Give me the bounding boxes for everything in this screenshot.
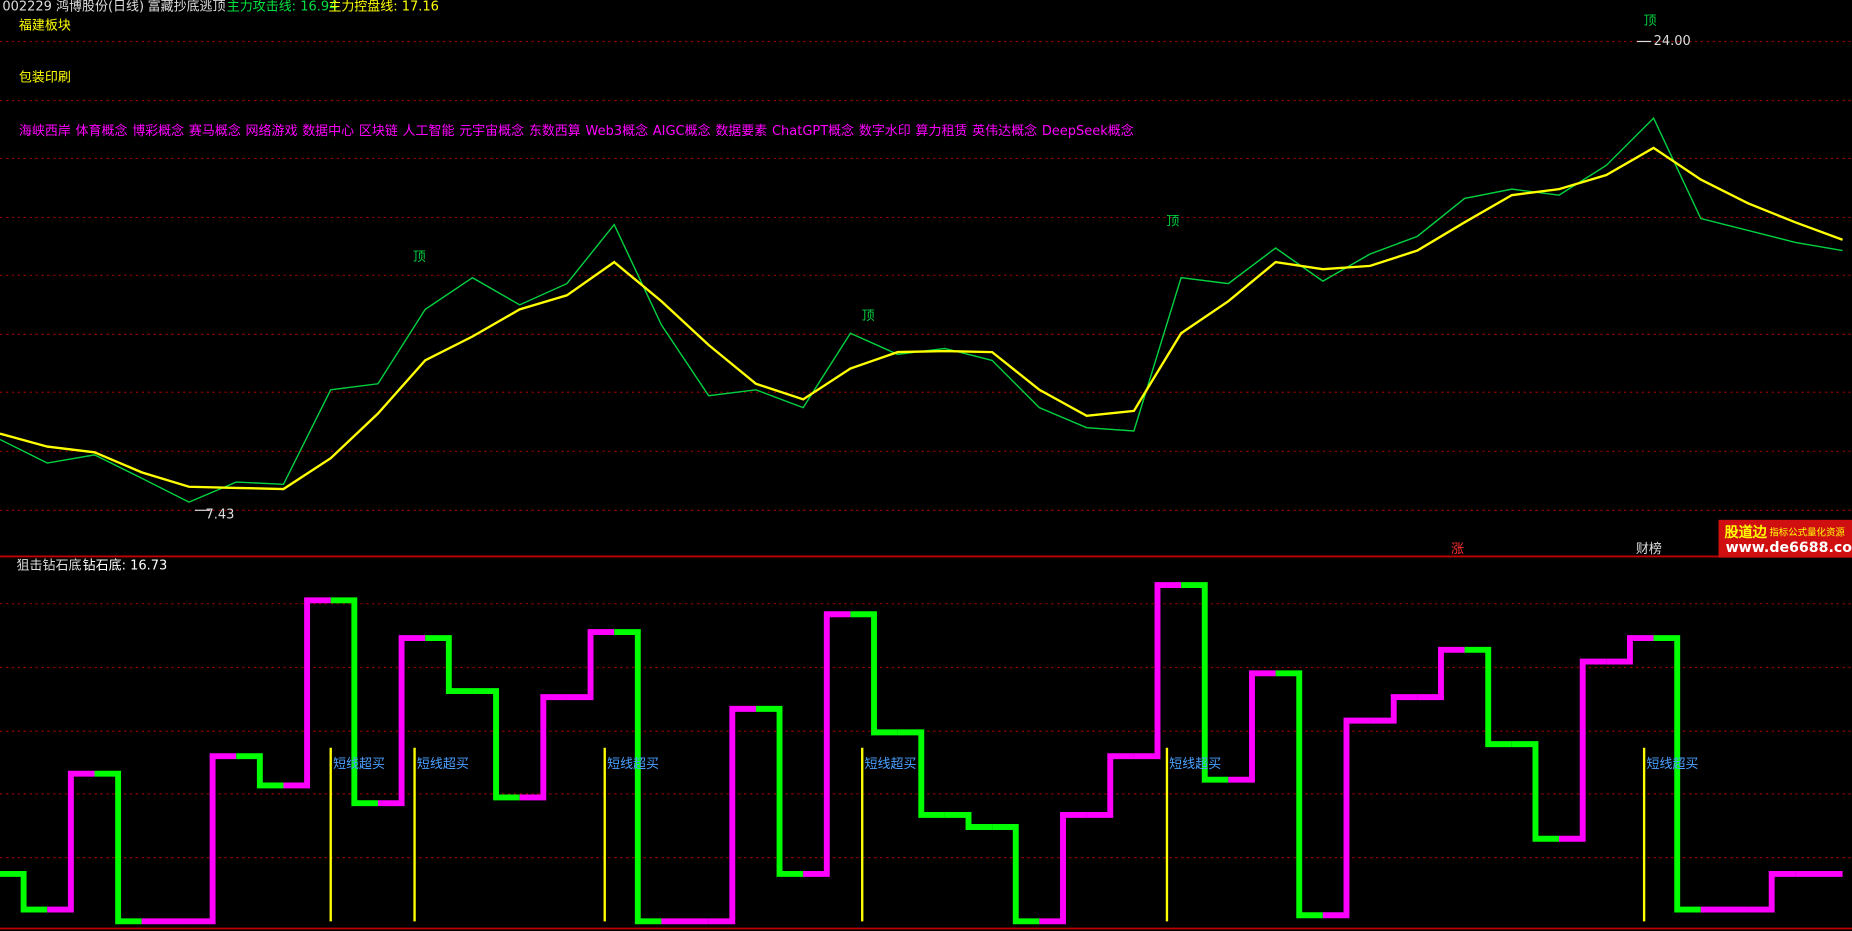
concept: 人工智能 xyxy=(403,124,455,139)
oscillator-step xyxy=(1086,753,1134,818)
concept: AIGC概念 xyxy=(653,123,711,139)
oscillator-step xyxy=(755,705,804,877)
legend-control: 主力控盘线: 17.16 xyxy=(328,0,439,15)
oscillator-step xyxy=(283,597,331,789)
concept: 数字水印 xyxy=(859,124,911,139)
event-mark: 顶 xyxy=(413,250,426,265)
signal-label: 短线超买 xyxy=(333,757,385,772)
concept: DeepSeek概念 xyxy=(1042,123,1134,139)
oscillator-step xyxy=(377,635,426,807)
oscillator-step xyxy=(1417,646,1465,701)
oscillator-step xyxy=(1606,635,1654,665)
concept: 算力租赁 xyxy=(916,124,968,139)
oscillator-step xyxy=(425,635,473,695)
top-grid xyxy=(0,40,1852,511)
oscillator-step xyxy=(1228,670,1276,783)
sector: 福建板块 xyxy=(19,19,71,34)
indicator-name[interactable]: 富藏抄底逃顶 xyxy=(148,0,226,15)
event-mark: 顶 xyxy=(1166,215,1179,230)
event-mark: 顶 xyxy=(862,309,875,324)
oscillator-step xyxy=(519,694,567,801)
oscillator-step xyxy=(1653,635,1701,913)
oscillator-step xyxy=(0,871,48,913)
stock-title[interactable]: 002229 鸿博股份(日线) xyxy=(2,0,144,15)
oscillator-step xyxy=(1322,717,1371,919)
oscillator-step xyxy=(188,753,237,925)
event-mark: 涨 xyxy=(1451,542,1464,557)
concept: 数据中心 xyxy=(302,124,354,139)
concept: ChatGPT概念 xyxy=(772,123,854,139)
concept: 博彩概念 xyxy=(132,123,184,139)
concept: 海峡西岸 xyxy=(19,124,71,139)
signal-label: 短线超买 xyxy=(1169,757,1221,772)
legend-attack: 主力攻击线: 16.94 xyxy=(227,0,338,15)
oscillator-step xyxy=(614,629,662,925)
oscillator-step xyxy=(992,824,1040,925)
concept: 英伟达概念 xyxy=(972,123,1037,139)
oscillator-step xyxy=(850,611,898,736)
oscillator-step xyxy=(1133,582,1182,760)
concept: 区块链 xyxy=(359,124,398,139)
oscillator-step xyxy=(330,597,378,807)
event-mark: 财榜 xyxy=(1636,541,1662,557)
industry: 包装印刷 xyxy=(19,71,71,86)
oscillator-step xyxy=(236,753,284,789)
watermark-brand: 股道边 xyxy=(1724,524,1767,541)
oscillator-step xyxy=(1181,582,1229,783)
oscillator-step xyxy=(897,729,945,818)
oscillator-step xyxy=(566,629,615,701)
watermark-url: www.de6688.com xyxy=(1726,540,1852,556)
oscillator-step xyxy=(803,611,851,877)
concept: 东数西算 xyxy=(529,124,581,139)
watermark-box xyxy=(1718,519,1852,558)
concept: 赛马概念 xyxy=(189,123,241,139)
high-label: 24.00 xyxy=(1654,34,1691,49)
sub-legend: 钻石底: 16.73 xyxy=(83,557,168,573)
signal-label: 短线超买 xyxy=(1646,757,1698,772)
oscillator-step xyxy=(94,770,142,925)
signal-label: 短线超买 xyxy=(865,757,917,772)
watermark: 股道边 指标公式量化资源 www.de6688.com xyxy=(1718,519,1852,558)
concept: 元宇宙概念 xyxy=(459,123,524,139)
concepts: 海峡西岸 体育概念 博彩概念 赛马概念 网络游戏 数据中心 区块链 人工智能 元宇宙概念 东数西算… xyxy=(19,123,1134,139)
oscillator-step xyxy=(1559,658,1607,842)
sub-indicator-name[interactable]: 狙击钻石底 xyxy=(17,557,82,573)
concept: 数据要素 xyxy=(715,124,767,139)
concept: Web3概念 xyxy=(586,123,649,139)
watermark-tagline: 指标公式量化资源 xyxy=(1769,526,1845,538)
oscillator-step xyxy=(1370,694,1418,724)
concept: 体育概念 xyxy=(76,123,128,139)
concept: 网络游戏 xyxy=(246,123,298,139)
ma-line xyxy=(0,146,1843,491)
oscillator-step xyxy=(1748,871,1796,913)
oscillator-step xyxy=(1511,741,1560,842)
oscillator-step xyxy=(47,770,95,913)
oscillator-step xyxy=(1039,811,1087,925)
oscillator-step xyxy=(708,705,756,925)
event-mark: 顶 xyxy=(1644,14,1657,29)
low-label: 7.43 xyxy=(206,508,235,523)
signal-label: 短线超买 xyxy=(417,757,469,772)
oscillator-step xyxy=(472,688,520,801)
signal-label: 短线超买 xyxy=(607,757,659,772)
oscillator-step xyxy=(1464,646,1512,748)
oscillator-step xyxy=(1275,670,1323,919)
oscillator-step xyxy=(944,811,993,830)
